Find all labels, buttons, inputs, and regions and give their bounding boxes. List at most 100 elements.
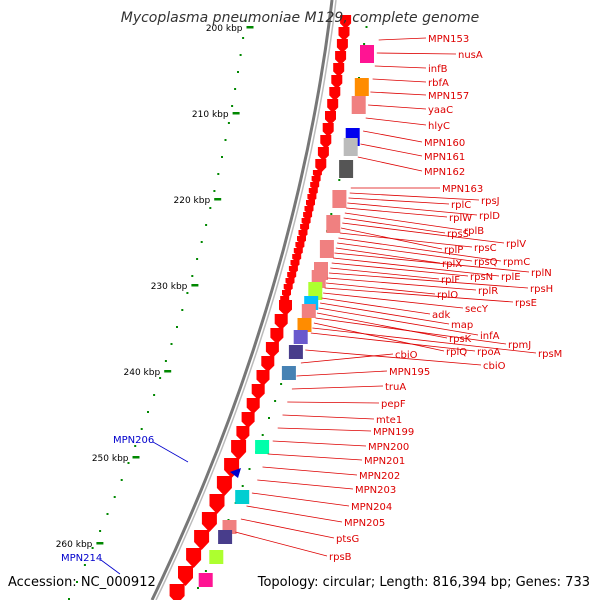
gene-label: cbiO	[483, 361, 506, 372]
category-box	[198, 573, 213, 587]
gene-label: rpsJ	[481, 196, 500, 207]
leader-line	[342, 222, 505, 244]
outer-leader-line	[152, 441, 189, 463]
gene-arrow	[178, 566, 193, 586]
gene-label: rpsK	[449, 334, 472, 345]
leader-line	[312, 327, 537, 354]
leader-line	[330, 267, 440, 280]
leader-line	[240, 518, 335, 539]
gene-label: rpsB	[329, 552, 352, 563]
leader-line	[325, 282, 436, 295]
category-box	[360, 45, 374, 63]
leader-line	[267, 453, 363, 461]
leader-line	[349, 192, 480, 201]
leader-line	[335, 247, 441, 264]
leader-line	[300, 353, 394, 364]
gene-label: rpmC	[503, 257, 530, 268]
tick-dot	[99, 530, 102, 532]
gene-arrow	[169, 584, 185, 600]
gene-arrow-layer	[169, 15, 352, 600]
outer-leader-line	[100, 559, 121, 575]
gene-label: rplN	[531, 268, 552, 279]
gene-label: rpsC	[474, 243, 497, 254]
tick-dot	[176, 326, 178, 328]
kbp-tick-mark	[164, 370, 172, 373]
gene-label: rplP	[444, 245, 463, 256]
kbp-tick-label: 230 kbp	[151, 282, 188, 292]
gene-arrow	[340, 15, 352, 29]
leader-line	[370, 91, 427, 96]
gene-arrow	[329, 87, 341, 101]
category-box	[343, 138, 358, 156]
tick-dot	[237, 71, 239, 73]
tick-dot	[68, 598, 70, 600]
gene-arrow	[336, 39, 348, 53]
leader-line	[316, 312, 448, 339]
leader-line	[251, 492, 350, 507]
gene-label: rplR	[478, 286, 498, 297]
leader-line	[296, 370, 388, 377]
gene-arrow	[209, 494, 225, 514]
gene-arrow	[186, 548, 202, 568]
gene-label: rplB	[464, 226, 484, 237]
leader-line	[323, 292, 464, 309]
gene-arrow	[251, 384, 265, 400]
inner-tick-dot	[197, 587, 199, 589]
gene-label: infB	[428, 64, 448, 75]
leader-line	[287, 401, 380, 404]
leader-line	[339, 232, 473, 248]
gene-label: rpsN	[470, 272, 493, 283]
gene-arrow	[261, 356, 275, 372]
gene-arrow	[315, 159, 327, 173]
accession-text: Accession: NC_000912	[8, 575, 156, 590]
category-box	[288, 345, 303, 359]
leader-line	[327, 277, 477, 291]
gene-label: MPN203	[355, 485, 396, 496]
gene-label: MPN161	[424, 152, 465, 163]
tick-dot	[242, 37, 245, 39]
gene-arrow	[241, 412, 255, 428]
map-title: Mycoplasma pneumoniae M129, complete gen…	[120, 10, 480, 26]
inner-tick-dot	[248, 468, 251, 470]
tick-dot	[244, 20, 247, 22]
gene-label: adk	[432, 310, 450, 321]
gene-arrow	[256, 370, 270, 386]
leader-line	[318, 307, 479, 336]
kbp-tick-label: 260 kbp	[56, 540, 93, 550]
kbp-tick-mark	[214, 198, 222, 201]
gene-label: rplE	[501, 272, 521, 283]
gene-label: rpsQ	[474, 257, 498, 268]
leader-line	[338, 237, 502, 262]
category-box	[319, 240, 334, 258]
gene-label: hlyC	[428, 121, 450, 132]
tick-dot	[186, 292, 189, 294]
gene-label: MPN204	[351, 502, 392, 513]
tick-dot	[181, 309, 184, 311]
gene-arrow	[279, 300, 292, 316]
gene-label: MPN205	[344, 518, 385, 529]
tick-dot	[227, 122, 230, 124]
backbone-inner	[155, 0, 337, 600]
leader-line	[368, 104, 427, 110]
kbp-tick-mark	[132, 456, 140, 459]
gene-label: MPN200	[368, 442, 409, 453]
leader-line	[315, 317, 507, 345]
gene-label: rplF	[441, 275, 460, 286]
gene-label: mte1	[376, 415, 402, 426]
leader-line	[343, 217, 446, 234]
category-box	[301, 304, 316, 318]
leader-line	[331, 262, 469, 277]
gene-arrow	[216, 476, 232, 496]
category-box	[209, 550, 224, 564]
gene-label: rpsE	[515, 298, 537, 309]
tick-dot	[106, 513, 109, 515]
kbp-tick-label: 250 kbp	[92, 454, 129, 464]
kbp-tick-label: 220 kbp	[174, 196, 211, 206]
kbp-tick-mark	[191, 284, 199, 287]
category-box	[255, 440, 270, 454]
gene-label: rplW	[449, 213, 472, 224]
tick-dot	[134, 445, 137, 447]
tick-dot	[231, 105, 234, 107]
gene-label: rplQ	[446, 347, 467, 358]
